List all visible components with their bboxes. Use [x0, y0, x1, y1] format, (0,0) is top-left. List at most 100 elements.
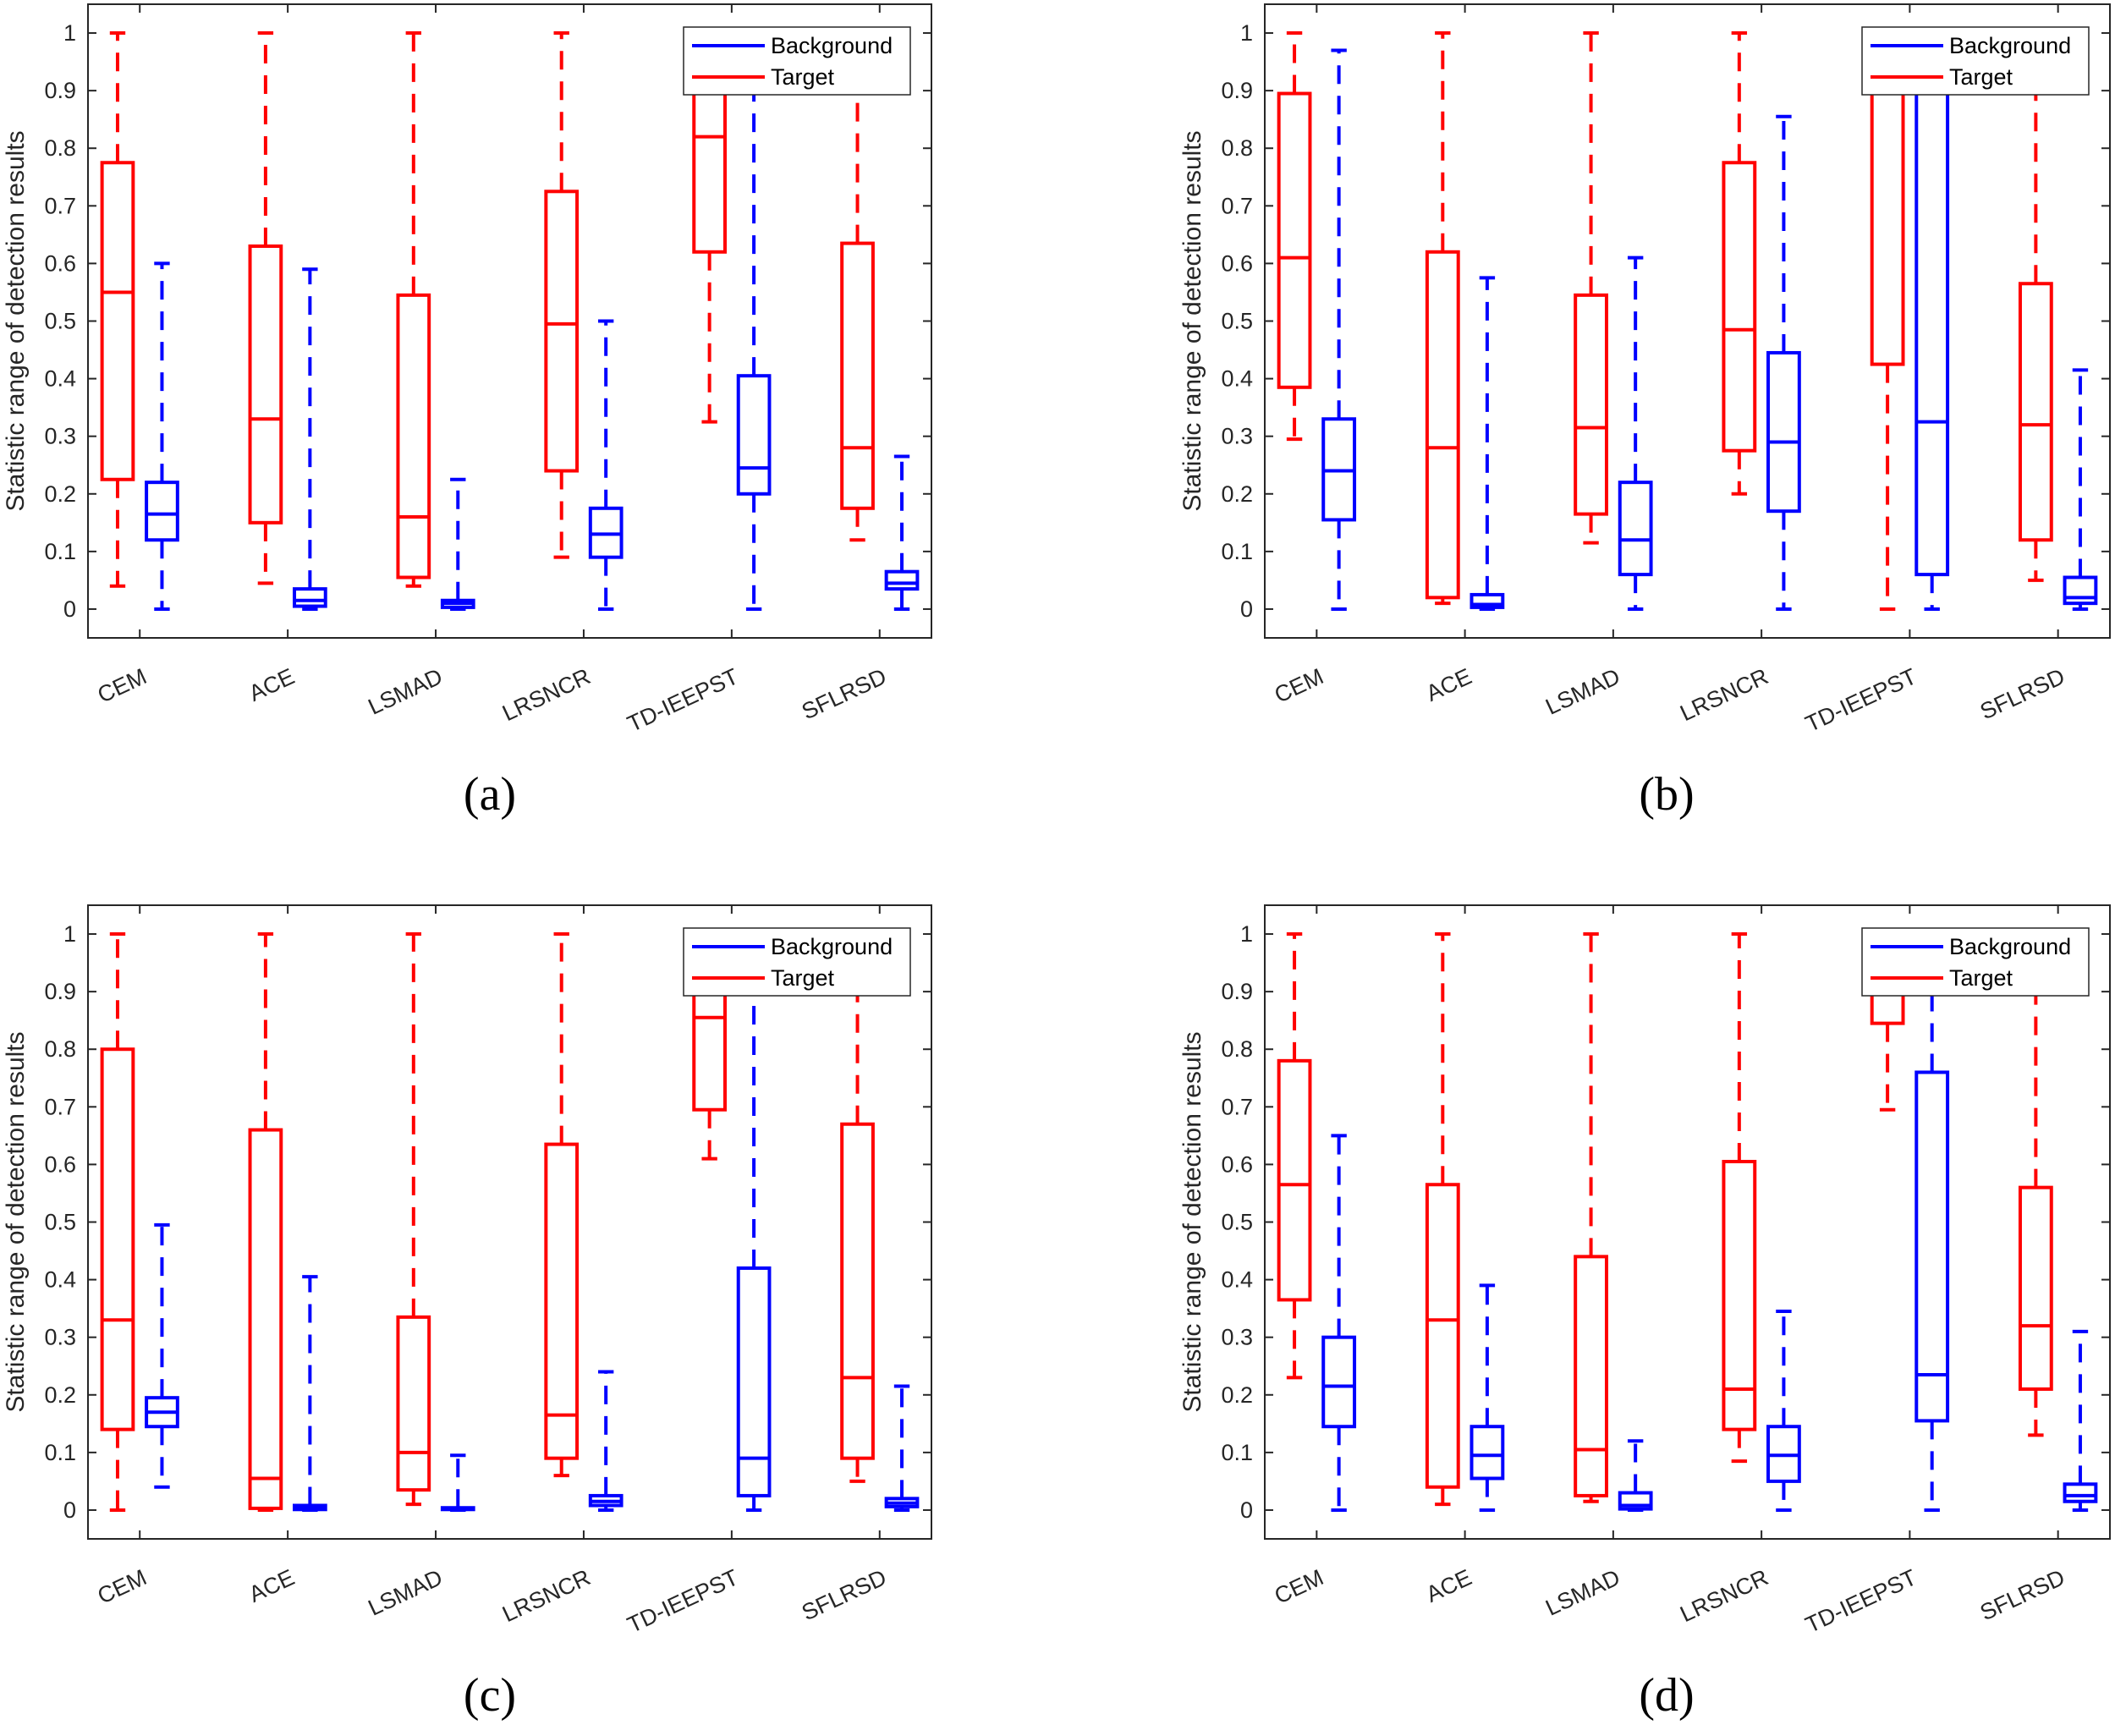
- y-tick-label: 0.8: [1221, 1036, 1253, 1062]
- y-tick-label: 0.7: [1221, 1094, 1253, 1119]
- legend-label-background: Background: [771, 33, 893, 58]
- y-tick-label: 0.9: [44, 979, 76, 1004]
- x-tick-label: SFLRSD: [1976, 1564, 2068, 1625]
- y-tick-label: 0.7: [1221, 193, 1253, 218]
- iqr-box: [396, 293, 431, 580]
- plot-area: [1264, 3, 2111, 639]
- background-sflrsd-box: [2063, 1329, 2098, 1512]
- iqr-box: [396, 1315, 431, 1492]
- x-tick-label: CEM: [1271, 663, 1327, 708]
- y-tick-label: 0: [63, 596, 76, 622]
- chart-panel-c: 0 0.1 0.2 0.3 0.4 0.5 0.6 0.7 0.8 0.9 1 Statistic r…: [2, 904, 932, 1722]
- target-cem-box: [1277, 932, 1312, 1380]
- background-ace-box: [293, 1275, 327, 1512]
- x-tick-label: TD-IEEPST: [1801, 1564, 1920, 1638]
- y-tick-label: 0.7: [44, 193, 76, 218]
- target-ace-box: [248, 932, 283, 1512]
- legend-box: [1861, 927, 2090, 997]
- target-lsmad-box: [396, 31, 431, 588]
- y-tick-label: 0: [1240, 1497, 1253, 1523]
- y-tick-label: 0.1: [44, 539, 76, 564]
- target-lsmad-box: [1574, 31, 1608, 545]
- target-cem-box: [100, 932, 135, 1512]
- legend-label-background: Background: [1949, 934, 2071, 959]
- x-tick-label: ACE: [1422, 1564, 1475, 1607]
- x-tick-label: ACE: [245, 1564, 299, 1607]
- target-ace-box: [1425, 932, 1460, 1507]
- iqr-box: [2063, 575, 2098, 606]
- x-tick-label: ACE: [245, 663, 299, 706]
- background-ace-box: [1470, 276, 1505, 611]
- x-tick-label: CEM: [94, 663, 151, 708]
- background-lrsncr-box: [1766, 114, 1801, 611]
- y-tick-label: 0.2: [44, 481, 76, 507]
- y-tick-label: 0.8: [44, 135, 76, 161]
- chart-panel-a: 0 0.1 0.2 0.3 0.4 0.5 0.6 0.7 0.8 0.9 1 Statistic r…: [2, 3, 932, 821]
- iqr-box: [2018, 282, 2053, 542]
- y-tick-label: 0.2: [1221, 481, 1253, 507]
- target-cem-box: [1277, 31, 1312, 442]
- chart-panel-d: 0 0.1 0.2 0.3 0.4 0.5 0.6 0.7 0.8 0.9 1 Statistic r…: [1178, 904, 2111, 1722]
- target-lrsncr-box: [1722, 31, 1757, 496]
- y-axis-label: Statistic range of detection results: [1178, 130, 1206, 511]
- target-lsmad-box: [1574, 932, 1608, 1503]
- y-tick-label: 0.1: [44, 1440, 76, 1465]
- y-tick-label: 0.4: [44, 366, 76, 392]
- x-tick-label: LSMAD: [365, 1564, 447, 1621]
- background-td-ieepst-box: [1914, 932, 1950, 1512]
- plot-area: [1264, 904, 2111, 1540]
- plot-area: [87, 904, 932, 1540]
- y-tick-label: 1: [1240, 20, 1253, 46]
- panel-label: (c): [464, 1669, 516, 1722]
- y-axis-label: Statistic range of detection results: [1178, 1031, 1206, 1412]
- iqr-box: [248, 244, 283, 525]
- x-tick-label: SFLRSD: [798, 1564, 890, 1625]
- x-tick-label: LSMAD: [365, 663, 447, 720]
- iqr-box: [1914, 1070, 1950, 1423]
- legend: Background Target: [683, 927, 911, 997]
- target-ace-box: [248, 31, 283, 585]
- iqr-box: [884, 569, 920, 591]
- box-marks: [1277, 932, 2098, 1512]
- background-ace-box: [1470, 1283, 1505, 1512]
- y-tick-label: 0.3: [44, 1325, 76, 1350]
- x-tick-label: LRSNCR: [498, 1564, 594, 1627]
- y-tick-label: 1: [1240, 921, 1253, 947]
- y-tick-label: 0.9: [44, 78, 76, 103]
- y-axis-label: Statistic range of detection results: [2, 130, 30, 511]
- legend-label-target: Target: [771, 965, 835, 991]
- x-tick-label: SFLRSD: [1976, 663, 2068, 724]
- iqr-box: [736, 1266, 772, 1497]
- y-tick-label: 1: [63, 20, 76, 46]
- legend-label-target: Target: [1949, 64, 2013, 90]
- box-marks: [1277, 31, 2098, 611]
- x-tick-label: TD-IEEPST: [624, 663, 742, 737]
- target-lsmad-box: [396, 932, 431, 1507]
- iqr-box: [1470, 1425, 1505, 1481]
- iqr-box: [1618, 481, 1653, 577]
- iqr-box: [2018, 1185, 2053, 1391]
- iqr-box: [1618, 1491, 1653, 1511]
- background-lsmad-box: [440, 1453, 475, 1512]
- iqr-box: [1722, 1160, 1757, 1431]
- y-tick-label: 0.6: [44, 1151, 76, 1177]
- y-tick-label: 0: [1240, 596, 1253, 622]
- x-tick-label: LRSNCR: [1676, 663, 1772, 726]
- legend-label-target: Target: [771, 64, 835, 90]
- iqr-box: [100, 1047, 135, 1431]
- iqr-box: [2063, 1482, 2098, 1503]
- iqr-box: [1425, 1183, 1460, 1489]
- background-cem-box: [1321, 1134, 1357, 1512]
- background-lrsncr-box: [588, 1370, 624, 1512]
- background-cem-box: [145, 1222, 179, 1489]
- y-tick-label: 0.2: [1221, 1382, 1253, 1408]
- y-tick-label: 0.8: [44, 1036, 76, 1062]
- y-tick-label: 0.4: [1221, 366, 1253, 392]
- x-tick-label: ACE: [1422, 663, 1475, 706]
- y-tick-label: 1: [63, 921, 76, 947]
- background-lsmad-box: [1618, 1439, 1653, 1512]
- legend: Background Target: [1861, 26, 2090, 96]
- chart-panel-b: 0 0.1 0.2 0.3 0.4 0.5 0.6 0.7 0.8 0.9 1 Statistic r…: [1178, 3, 2111, 821]
- iqr-box: [840, 241, 875, 510]
